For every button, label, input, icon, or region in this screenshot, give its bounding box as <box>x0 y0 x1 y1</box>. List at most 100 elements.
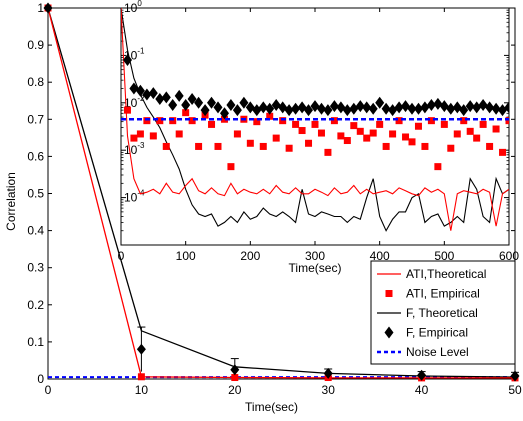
main-x-tick-label: 30 <box>322 383 336 397</box>
inset-ati-empirical-point <box>408 138 416 146</box>
main-f-empirical-point <box>417 369 427 381</box>
inset-f-empirical-point <box>426 99 436 111</box>
inset-f-empirical-point <box>433 97 443 110</box>
inset-f-empirical-point <box>394 101 404 114</box>
inset-x-tick-label: 0 <box>118 249 125 263</box>
inset-f-empirical-point <box>232 104 242 117</box>
inset-f-empirical-point <box>504 101 509 114</box>
inset-ati-empirical-point <box>156 117 164 125</box>
inset-ati-empirical-point <box>130 134 138 142</box>
inset-f-empirical-point <box>465 100 475 113</box>
inset-f-empirical-point <box>258 101 268 114</box>
inset-f-empirical-point <box>375 96 385 109</box>
inset-f-empirical-point <box>161 91 171 104</box>
inset-y-tick-label: 10-3 <box>124 141 145 157</box>
main-y-tick-label: 0.7 <box>27 112 44 126</box>
inset-ati-empirical-point <box>214 142 222 150</box>
inset-y-tick-label: 100 <box>124 0 142 15</box>
main-x-tick-label: 0 <box>45 383 52 397</box>
inset-f-empirical-point <box>220 107 229 120</box>
inset-f-empirical-point <box>200 104 210 117</box>
inset-f-empirical-point <box>381 102 391 115</box>
inset-ati-empirical-point <box>169 117 177 125</box>
main-f-empirical-point <box>136 343 146 355</box>
main-y-axis-label: Correlation <box>4 172 18 231</box>
inset-f-empirical-point <box>317 102 326 115</box>
inset-x-tick-label: 600 <box>499 249 519 263</box>
main-y-tick-label: 0.1 <box>27 335 44 349</box>
inset-x-tick-label: 400 <box>370 249 390 263</box>
inset-f-empirical-point <box>129 82 139 95</box>
main-ati-empirical-point <box>231 374 239 382</box>
inset-y-tick-exponent: -2 <box>137 94 145 103</box>
legend-label: F, Theoretical <box>406 306 478 320</box>
inset-ati-empirical-point <box>175 130 183 138</box>
inset-ati-empirical-point <box>272 134 280 142</box>
main-y-tick-label: 0.2 <box>27 298 44 312</box>
inset-f-theoretical-line <box>121 8 509 232</box>
inset-ati-empirical-point <box>259 142 267 150</box>
inset-f-empirical-point <box>368 102 378 115</box>
legend-label: Noise Level <box>406 345 469 359</box>
inset-ati-empirical-point <box>311 120 319 128</box>
inset-ati-empirical-point <box>330 117 338 125</box>
inset-ati-empirical-point <box>324 148 332 156</box>
inset-ati-empirical-point <box>505 117 509 125</box>
legend: ATI,Theoretical ATI, Empirical F, Theoreti… <box>370 260 516 365</box>
main-y-tick-label: 0.3 <box>27 261 44 275</box>
inset-f-empirical-point <box>407 102 417 115</box>
inset-f-empirical-point <box>174 89 184 102</box>
inset-ati-empirical-point <box>492 125 500 133</box>
inset-f-empirical-point <box>459 104 469 117</box>
inset-ati-empirical-point <box>208 120 216 128</box>
inset-f-empirical-point <box>123 54 132 66</box>
legend-label: F, Empirical <box>406 326 468 340</box>
inset-f-empirical-point <box>194 96 204 109</box>
inset-f-empirical-point <box>142 88 152 101</box>
inset-ati-empirical-point <box>447 144 455 152</box>
main-f-empirical-point <box>510 370 520 382</box>
main-x-tick-label: 20 <box>228 383 242 397</box>
inset-ati-empirical-point <box>188 117 196 125</box>
inset-series <box>121 8 509 232</box>
inset-ati-empirical-point <box>285 144 293 152</box>
inset-ati-empirical-point <box>421 142 429 150</box>
inset-f-empirical-point <box>349 102 359 115</box>
inset-f-empirical-point <box>304 104 313 117</box>
legend-swatch-diamond <box>384 326 394 339</box>
inset-y-tick-exponent: 0 <box>137 0 142 8</box>
inset-f-empirical-point <box>187 93 197 105</box>
inset-ati-empirical-point <box>143 117 151 125</box>
inset-f-empirical-point <box>323 104 333 117</box>
inset-ati-empirical-point <box>317 129 325 137</box>
inset-ati-empirical-point <box>427 117 435 125</box>
inset-f-empirical-point <box>226 99 236 111</box>
inset-ati-empirical-point <box>376 120 384 128</box>
main-y-tick-label: 0.8 <box>27 75 44 89</box>
inset-x-tick-label: 500 <box>434 249 454 263</box>
main-y-tick-label: 0 <box>37 372 44 386</box>
inset-ati-empirical-point <box>337 132 345 140</box>
inset-f-empirical-point <box>355 100 365 113</box>
inset-f-empirical-point <box>401 100 410 113</box>
inset-ati-empirical-point <box>305 139 313 147</box>
main-y-tick-label: 0.9 <box>27 38 44 52</box>
inset-ati-empirical-point <box>402 133 410 141</box>
inset-ati-empirical-point <box>246 139 254 147</box>
inset-f-empirical-point <box>342 104 352 117</box>
inset-ati-empirical-point <box>363 134 371 142</box>
inset-f-empirical-point <box>168 99 178 111</box>
main-y-tick-label: 0.6 <box>27 149 44 163</box>
main-x-tick-label: 40 <box>415 383 429 397</box>
inset-ati-empirical-point <box>473 134 481 142</box>
inset-f-empirical-point <box>310 100 320 113</box>
inset-ati-empirical-point <box>182 109 190 117</box>
inset-ati-empirical-point <box>369 129 377 137</box>
inset-x-tick-label: 300 <box>305 249 325 263</box>
inset-f-empirical-point <box>420 101 430 114</box>
inset-f-empirical-point <box>414 102 423 115</box>
inset-ati-empirical-point <box>233 130 241 138</box>
